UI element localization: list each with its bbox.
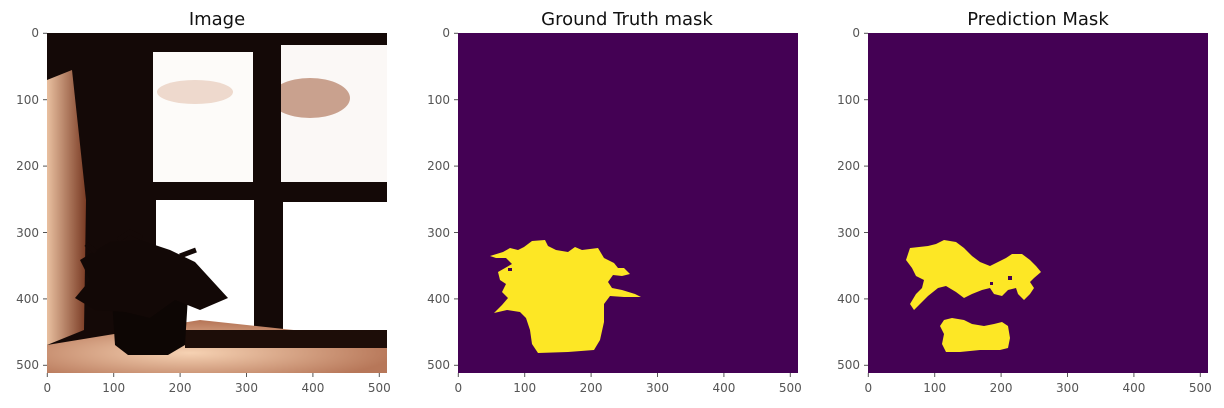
panel-prediction: Prediction Mask 0 100 200 300 400 500	[837, 9, 1212, 395]
x-tick-label: 300	[1056, 381, 1079, 395]
x-tick-label: 400	[712, 381, 735, 395]
x-tick-label: 300	[235, 381, 258, 395]
panel-title: Ground Truth mask	[541, 9, 713, 30]
y-tick-label: 0	[31, 26, 39, 40]
x-tick-label: 0	[43, 381, 51, 395]
panel-title: Prediction Mask	[967, 9, 1109, 30]
x-tick-label: 500	[779, 381, 802, 395]
y-tick-label: 300	[16, 226, 39, 240]
ground-truth-mask	[458, 33, 798, 373]
x-tick-label: 500	[368, 381, 391, 395]
mask-background	[458, 33, 798, 373]
y-axis: 0 100 200 300 400 500	[837, 26, 868, 372]
x-tick-label: 200	[580, 381, 603, 395]
y-axis: 0 100 200 300 400 500	[427, 26, 458, 372]
y-tick-label: 200	[837, 159, 860, 173]
x-tick-label: 400	[1122, 381, 1145, 395]
x-tick-label: 500	[1189, 381, 1212, 395]
mask-background	[868, 33, 1208, 373]
y-tick-label: 0	[852, 26, 860, 40]
y-tick-label: 200	[16, 159, 39, 173]
y-tick-label: 100	[837, 93, 860, 107]
x-tick-label: 100	[102, 381, 125, 395]
x-tick-label: 100	[513, 381, 536, 395]
photo	[47, 33, 387, 373]
y-tick-label: 300	[427, 226, 450, 240]
y-tick-label: 500	[427, 358, 450, 372]
prediction-mask	[868, 33, 1208, 373]
y-tick-label: 500	[837, 358, 860, 372]
y-tick-label: 400	[16, 292, 39, 306]
x-axis: 0 100 200 300 400 500	[43, 373, 391, 395]
mask-region	[906, 240, 1041, 310]
y-tick-label: 100	[427, 93, 450, 107]
panel-title: Image	[189, 9, 245, 30]
y-tick-label: 500	[16, 358, 39, 372]
panel-ground-truth: Ground Truth mask 0 100 200 300 400 500	[427, 9, 802, 395]
y-axis: 0 100 200 300 400 500	[16, 26, 47, 372]
y-tick-label: 400	[427, 292, 450, 306]
x-tick-label: 0	[454, 381, 462, 395]
mask-region	[940, 318, 1010, 352]
x-tick-label: 0	[864, 381, 872, 395]
x-axis: 0 100 200 300 400 500	[454, 373, 802, 395]
x-tick-label: 100	[923, 381, 946, 395]
y-tick-label: 300	[837, 226, 860, 240]
y-tick-label: 0	[442, 26, 450, 40]
x-tick-label: 200	[990, 381, 1013, 395]
x-tick-label: 400	[301, 381, 324, 395]
x-tick-label: 300	[646, 381, 669, 395]
y-tick-label: 400	[837, 292, 860, 306]
panel-image: Image	[16, 9, 391, 395]
mask-region	[490, 240, 641, 353]
y-tick-label: 100	[16, 93, 39, 107]
y-tick-label: 200	[427, 159, 450, 173]
x-axis: 0 100 200 300 400 500	[864, 373, 1212, 395]
x-tick-label: 200	[169, 381, 192, 395]
